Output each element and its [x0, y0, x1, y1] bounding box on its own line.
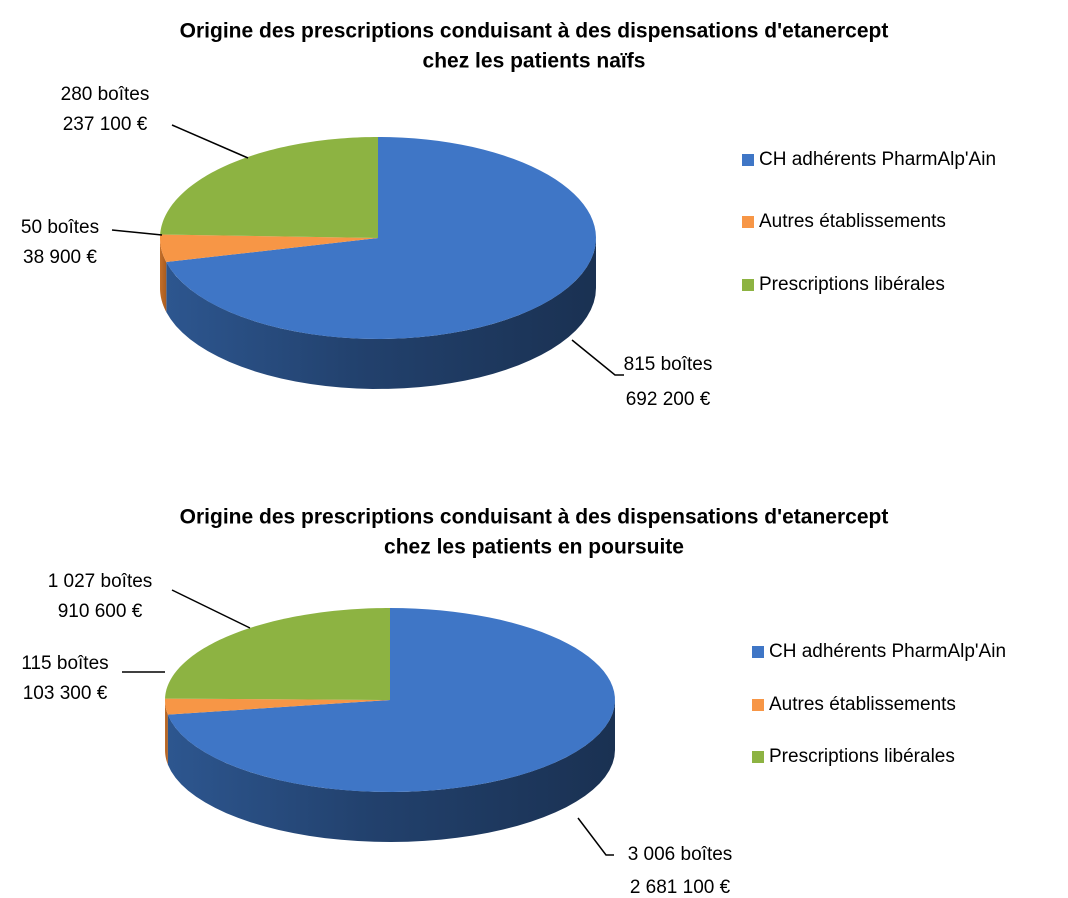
legend-swatch: [742, 154, 754, 166]
data-label: 237 100 €: [63, 114, 148, 135]
slice: [160, 137, 378, 238]
slice-side: [165, 700, 168, 765]
data-label: 103 300 €: [23, 683, 108, 704]
data-label: 2 681 100 €: [630, 877, 731, 898]
leader-line: [111, 229, 163, 236]
data-label: 50 boîtes: [21, 217, 99, 238]
legend-swatch: [752, 699, 764, 711]
data-label: 815 boîtes: [624, 354, 713, 375]
data-label: 3 006 boîtes: [628, 844, 733, 865]
legend-label: Prescriptions libérales: [769, 746, 955, 767]
slice-side: [167, 700, 616, 842]
slice: [165, 608, 390, 700]
leader-line: [171, 589, 251, 629]
legend-swatch: [742, 279, 754, 291]
data-label: 280 boîtes: [61, 84, 150, 105]
chart-title: chez les patients en poursuite: [384, 536, 684, 559]
data-label: 38 900 €: [23, 247, 97, 268]
slice-side: [166, 238, 596, 389]
legend-label: Prescriptions libérales: [759, 274, 945, 295]
chart-title: chez les patients naïfs: [423, 50, 646, 73]
leader-line: [571, 339, 624, 376]
slice: [166, 137, 596, 339]
leader-line: [577, 817, 614, 856]
legend-label: CH adhérents PharmAlp'Ain: [759, 149, 996, 170]
chart-title: Origine des prescriptions conduisant à d…: [180, 506, 889, 529]
data-label: 692 200 €: [626, 389, 711, 410]
legend-swatch: [742, 216, 754, 228]
data-label: 1 027 boîtes: [48, 571, 153, 592]
leader-line: [171, 124, 249, 159]
legend-label: Autres établissements: [759, 211, 946, 232]
legend-swatch: [752, 751, 764, 763]
slice: [160, 234, 378, 263]
chart-title: Origine des prescriptions conduisant à d…: [180, 20, 889, 43]
legend-label: Autres établissements: [769, 694, 956, 715]
slice: [167, 608, 615, 792]
legend-swatch: [752, 646, 764, 658]
data-label: 115 boîtes: [21, 653, 108, 674]
slice-side: [160, 238, 167, 313]
slice: [165, 698, 390, 715]
data-label: 910 600 €: [58, 601, 143, 622]
legend-label: CH adhérents PharmAlp'Ain: [769, 641, 1006, 662]
